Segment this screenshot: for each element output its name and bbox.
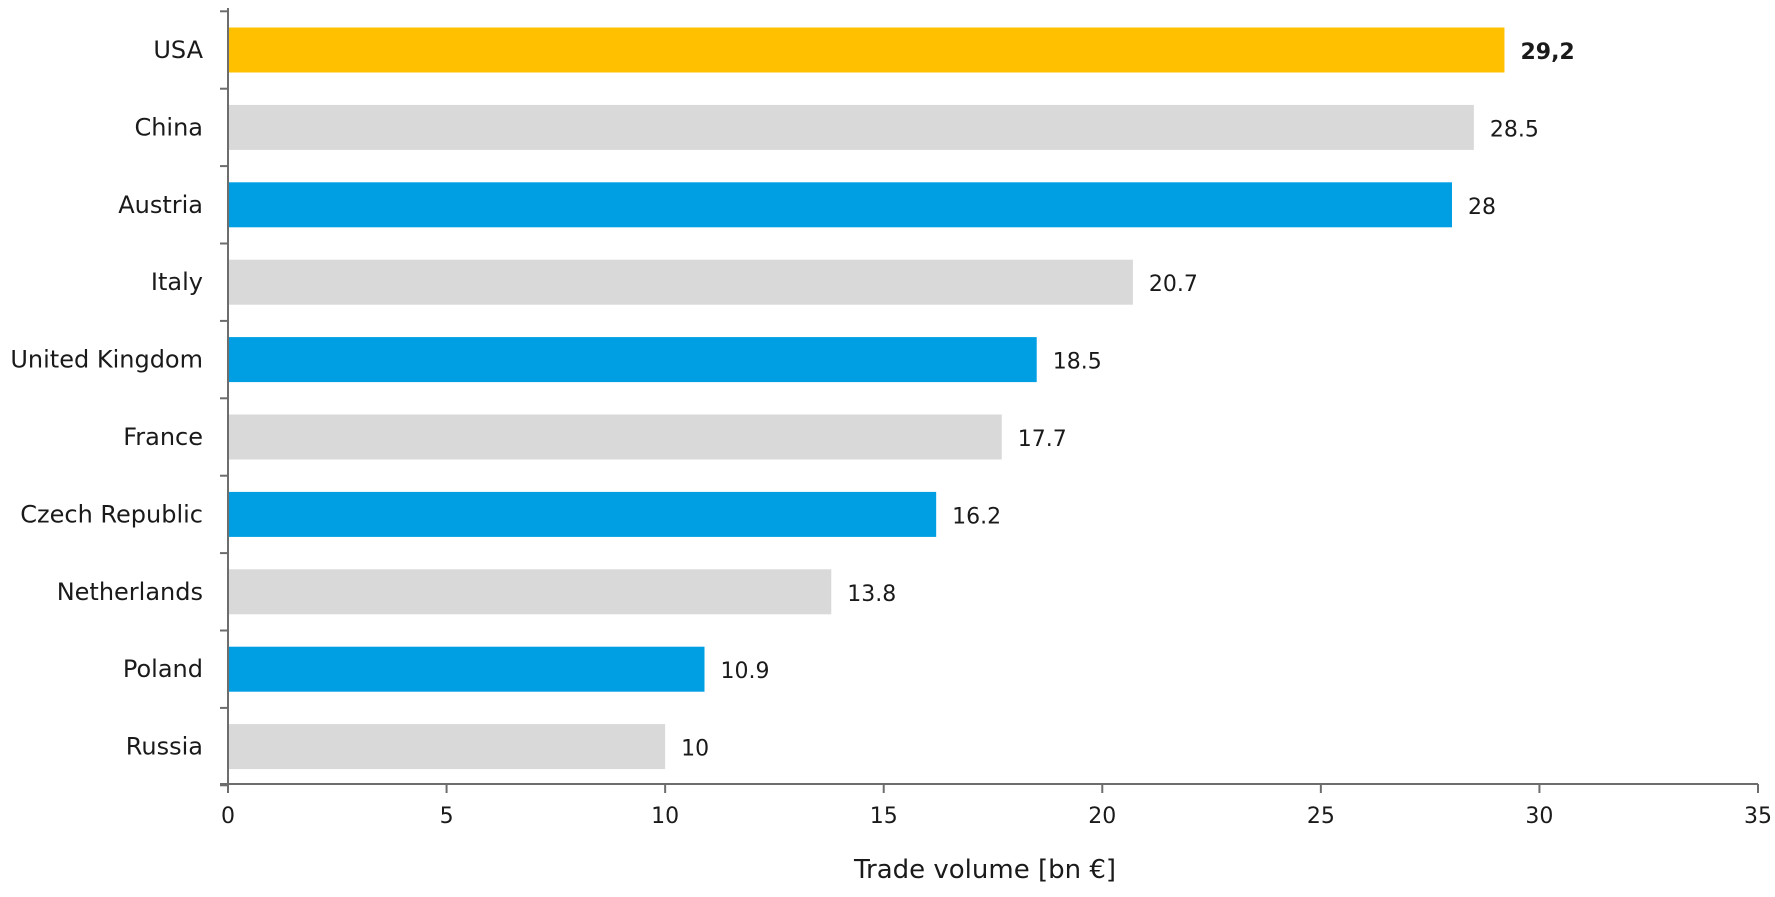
category-label-italy: Italy <box>151 268 203 296</box>
value-label-poland: 10.9 <box>720 659 769 684</box>
bar-united-kingdom <box>228 337 1037 383</box>
x-tick-label: 20 <box>1088 804 1116 829</box>
value-label-usa: 29,2 <box>1520 40 1574 65</box>
bar-netherlands <box>228 569 832 615</box>
x-tick-label: 0 <box>221 804 235 829</box>
value-label-netherlands: 13.8 <box>847 582 896 607</box>
x-tick-label: 25 <box>1307 804 1335 829</box>
value-label-austria: 28 <box>1468 195 1496 220</box>
bar-poland <box>228 646 705 692</box>
category-label-france: France <box>123 423 203 451</box>
bar-italy <box>228 259 1133 305</box>
bars-layer: USA 29,2 China 28.5 Austria 28 Italy 20.7 United… <box>10 27 1575 770</box>
category-label-united-kingdom: United Kingdom <box>10 346 203 374</box>
x-tick-label: 10 <box>651 804 679 829</box>
bar-france <box>228 414 1002 460</box>
category-label-netherlands: Netherlands <box>57 578 203 606</box>
value-label-italy: 20.7 <box>1149 272 1198 297</box>
category-label-austria: Austria <box>118 191 203 219</box>
value-label-czech-republic: 16.2 <box>952 504 1001 529</box>
category-label-china: China <box>134 113 203 141</box>
bar-china <box>228 104 1474 150</box>
value-label-united-kingdom: 18.5 <box>1053 350 1102 375</box>
x-tick-label: 35 <box>1744 804 1772 829</box>
category-label-poland: Poland <box>123 655 203 683</box>
value-label-russia: 10 <box>681 737 709 762</box>
x-tick-label: 15 <box>870 804 898 829</box>
category-label-czech-republic: Czech Republic <box>20 500 203 528</box>
category-label-russia: Russia <box>126 733 203 761</box>
x-axis-title: Trade volume [bn €] <box>853 855 1116 885</box>
bar-austria <box>228 182 1452 228</box>
axes-layer: 0 5 10 15 20 25 30 35 <box>220 8 1772 829</box>
x-tick-label: 30 <box>1525 804 1553 829</box>
bar-usa <box>228 27 1505 73</box>
bar-russia <box>228 724 666 770</box>
category-label-usa: USA <box>153 36 203 64</box>
x-tick-label: 5 <box>440 804 454 829</box>
value-label-china: 28.5 <box>1490 117 1539 142</box>
bar-czech-republic <box>228 491 937 537</box>
value-label-france: 17.7 <box>1018 427 1067 452</box>
